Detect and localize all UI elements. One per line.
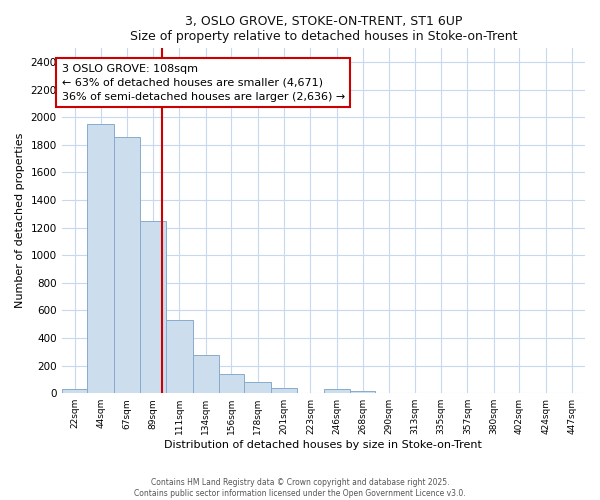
Bar (271, 388, 297, 393)
Bar (140, 221, 166, 393)
Bar (62, 389, 88, 393)
X-axis label: Distribution of detached houses by size in Stoke-on-Trent: Distribution of detached houses by size … (164, 440, 482, 450)
Bar (244, 382, 271, 393)
Bar (166, 320, 193, 393)
Text: Contains HM Land Registry data © Crown copyright and database right 2025.
Contai: Contains HM Land Registry data © Crown c… (134, 478, 466, 498)
Text: 3 OSLO GROVE: 108sqm
← 63% of detached houses are smaller (4,671)
36% of semi-de: 3 OSLO GROVE: 108sqm ← 63% of detached h… (62, 64, 345, 102)
Bar (193, 356, 218, 393)
Y-axis label: Number of detached properties: Number of detached properties (15, 133, 25, 308)
Bar (218, 374, 244, 393)
Title: 3, OSLO GROVE, STOKE-ON-TRENT, ST1 6UP
Size of property relative to detached hou: 3, OSLO GROVE, STOKE-ON-TRENT, ST1 6UP S… (130, 15, 517, 43)
Bar (115, 136, 140, 393)
Bar (324, 389, 350, 393)
Bar (350, 391, 376, 393)
Bar (88, 124, 115, 393)
